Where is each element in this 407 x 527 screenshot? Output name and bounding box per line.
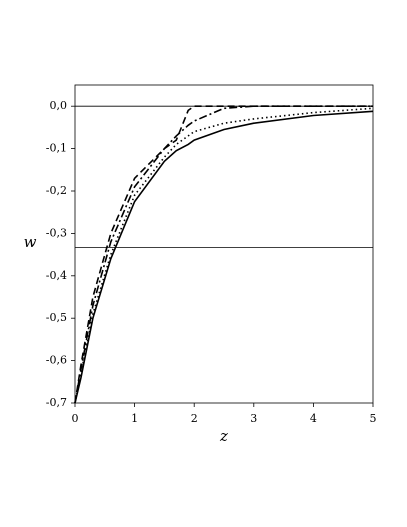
- x-tick-label: 3: [250, 412, 257, 425]
- series-line: [74, 110, 374, 404]
- y-tick-label: -0,1: [46, 142, 67, 155]
- y-axis-label: w: [24, 233, 37, 251]
- x-tick-label: 4: [310, 412, 317, 425]
- y-tick-label: -0,5: [46, 311, 67, 324]
- x-tick-label: 1: [131, 412, 138, 425]
- y-tick-label: -0,7: [46, 396, 67, 409]
- x-axis-label: z: [219, 427, 228, 445]
- y-tick-label: -0,3: [46, 226, 67, 239]
- x-tick-label: 2: [191, 412, 198, 425]
- series-line: [74, 105, 373, 404]
- y-tick-label: -0,4: [46, 269, 67, 282]
- series-line: [74, 107, 374, 404]
- y-tick-label: -0,2: [46, 184, 67, 197]
- series-line: [74, 105, 373, 404]
- y-tick-label: 0,0: [50, 99, 68, 112]
- x-tick-label: 5: [370, 412, 377, 425]
- plot-frame: [74, 84, 374, 404]
- y-tick-label: -0,6: [46, 354, 67, 367]
- x-tick-label: 0: [72, 412, 79, 425]
